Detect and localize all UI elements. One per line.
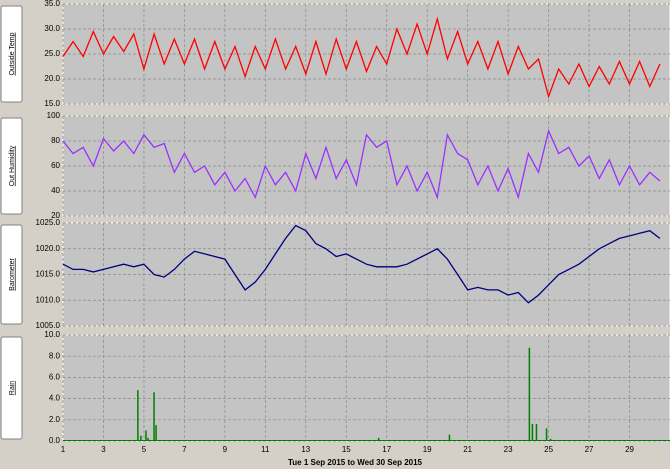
x-tick-label: 15: [342, 445, 351, 454]
y-tick-label: 1010.0: [36, 295, 61, 304]
y-tick-label: 100: [47, 111, 61, 120]
label-tab: [0, 5, 23, 103]
bar: [155, 425, 157, 441]
bar: [528, 347, 531, 441]
bar: [549, 438, 552, 441]
panel-label: Rain: [9, 381, 16, 396]
x-tick-label: 3: [101, 445, 106, 454]
x-tick-label: 13: [301, 445, 310, 454]
bar: [448, 434, 451, 441]
y-tick-label: 1005.0: [36, 321, 61, 330]
y-tick-label: 0.0: [49, 436, 61, 445]
y-tick-label: 10.0: [44, 330, 60, 339]
bar: [377, 437, 380, 441]
x-tick-label: 9: [223, 445, 228, 454]
bar: [535, 424, 538, 441]
y-tick-label: 60: [51, 161, 60, 170]
x-axis-label: Tue 1 Sep 2015 to Wed 30 Sep 2015: [288, 458, 423, 467]
y-tick-label: 6.0: [49, 373, 61, 382]
bar: [140, 435, 142, 441]
y-tick-label: 30.0: [44, 24, 60, 33]
y-tick-label: 25.0: [44, 49, 60, 58]
x-tick-label: 17: [382, 445, 391, 454]
y-tick-label: 8.0: [49, 351, 61, 360]
x-tick-label: 5: [142, 445, 147, 454]
label-tab: [0, 336, 23, 440]
x-tick-label: 21: [463, 445, 472, 454]
y-tick-label: 1015.0: [36, 270, 61, 279]
data-line: [62, 224, 661, 304]
label-tab: [0, 117, 23, 215]
x-tick-label: 27: [585, 445, 594, 454]
bar: [153, 392, 155, 441]
y-tick-label: 2.0: [49, 415, 61, 424]
y-tick-label: 20: [51, 211, 60, 220]
bar: [545, 428, 548, 441]
x-tick-label: 23: [504, 445, 513, 454]
bar: [531, 424, 534, 441]
x-tick-label: 11: [261, 445, 270, 454]
y-tick-label: 4.0: [49, 394, 61, 403]
bar: [147, 437, 149, 441]
x-tick-label: 25: [544, 445, 553, 454]
panel-label: Barometer: [9, 257, 16, 290]
y-tick-label: 15.0: [44, 99, 60, 108]
y-tick-label: 40: [51, 186, 60, 195]
data-line: [62, 129, 661, 200]
y-tick-label: 1020.0: [36, 244, 61, 253]
panel-label: Out Humidity: [9, 145, 16, 186]
bar: [137, 390, 139, 441]
data-line: [62, 16, 661, 99]
x-tick-label: 7: [182, 445, 187, 454]
x-tick-label: 19: [423, 445, 432, 454]
y-tick-label: 1025.0: [36, 218, 61, 227]
x-tick-label: 29: [625, 445, 634, 454]
x-tick-label: 1: [61, 445, 66, 454]
bar: [145, 430, 147, 441]
y-tick-label: 80: [51, 136, 60, 145]
plot-area: [62, 334, 670, 442]
y-tick-label: 20.0: [44, 74, 60, 83]
panel-label: Outside Temp: [9, 32, 16, 75]
y-tick-label: 35.0: [44, 0, 60, 8]
label-tab: [0, 224, 23, 325]
